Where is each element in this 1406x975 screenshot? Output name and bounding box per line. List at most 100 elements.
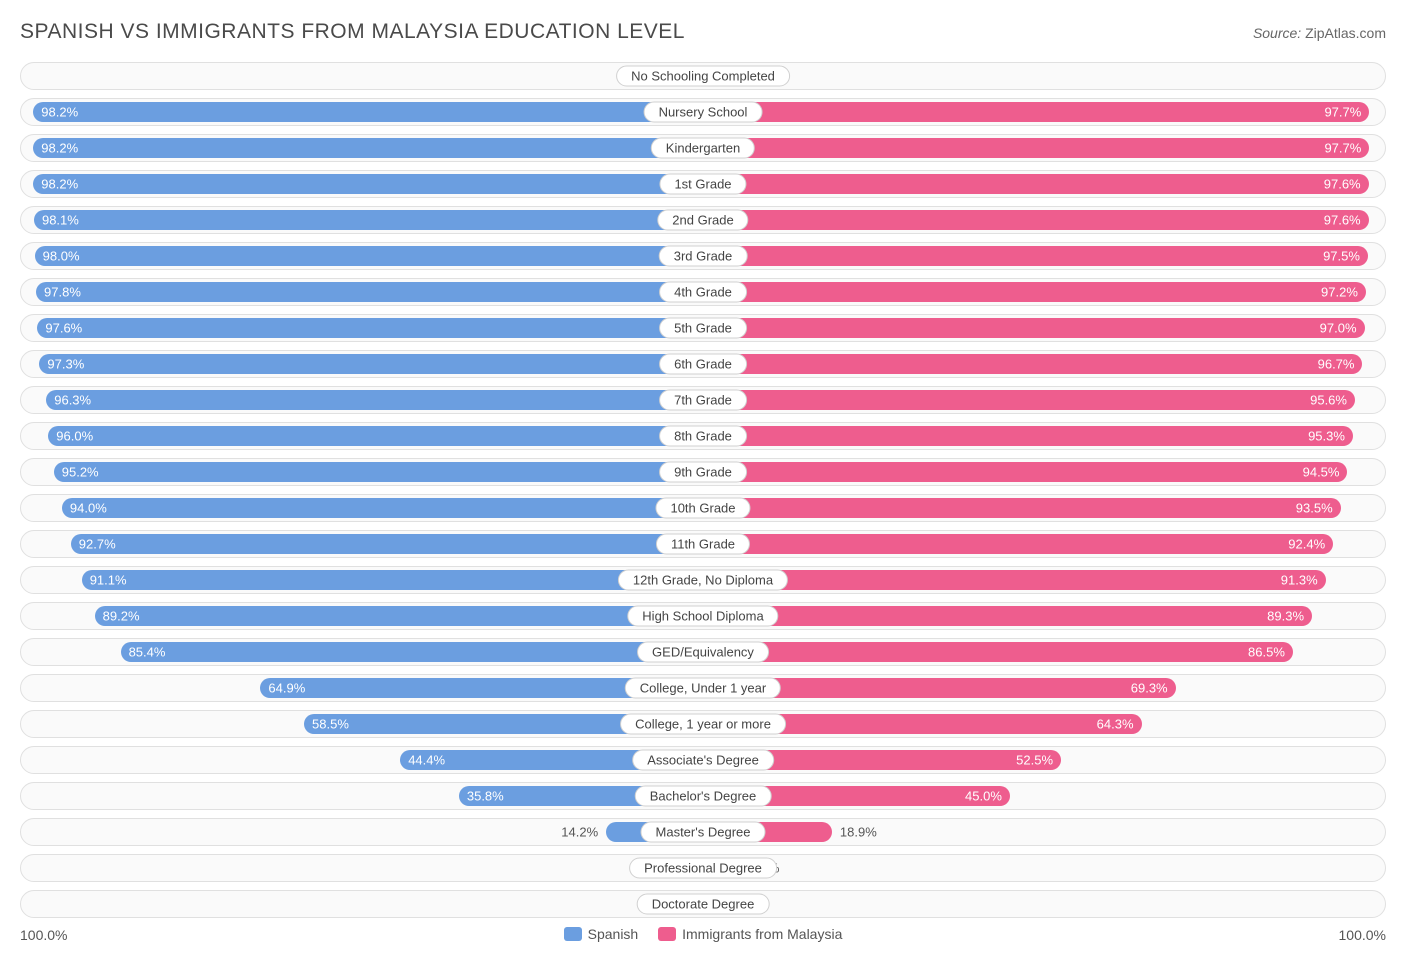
bar-left-value: 64.9% — [268, 681, 305, 696]
bar-left — [33, 102, 703, 122]
bar-right — [703, 462, 1347, 482]
bar-left-value: 44.4% — [408, 753, 445, 768]
bar-left — [48, 426, 703, 446]
category-label: High School Diploma — [627, 606, 778, 627]
bar-right — [703, 498, 1341, 518]
chart-source: Source: ZipAtlas.com — [1253, 25, 1386, 41]
bar-right-value: 94.5% — [1303, 465, 1340, 480]
bar-right — [703, 246, 1368, 266]
category-label: College, Under 1 year — [625, 678, 781, 699]
legend-label-right: Immigrants from Malaysia — [682, 926, 842, 942]
bar-right-value: 97.6% — [1324, 177, 1361, 192]
bar-right — [703, 210, 1369, 230]
bar-right-value: 96.7% — [1318, 357, 1355, 372]
bar-left-value: 14.2% — [561, 825, 598, 840]
bar-right — [703, 354, 1362, 374]
bar-right-value: 97.0% — [1320, 321, 1357, 336]
bar-right-value: 97.7% — [1324, 141, 1361, 156]
bar-right — [703, 606, 1312, 626]
source-label: Source: — [1253, 25, 1301, 41]
diverging-bar-chart: 1.9%2.3%No Schooling Completed 98.2% 97.7%… — [20, 62, 1386, 918]
bar-right-value: 18.9% — [840, 825, 877, 840]
category-label: 12th Grade, No Diploma — [618, 570, 788, 591]
bar-right-value: 97.2% — [1321, 285, 1358, 300]
category-label: 4th Grade — [659, 282, 747, 303]
category-label: 3rd Grade — [659, 246, 748, 267]
legend-swatch-right — [658, 927, 676, 941]
chart-footer: 100.0% Spanish Immigrants from Malaysia … — [20, 926, 1386, 944]
bar-left — [46, 390, 703, 410]
bar-left — [36, 282, 703, 302]
chart-row: 44.4% 52.5% Associate's Degree — [20, 746, 1386, 774]
bar-left-value: 98.1% — [42, 213, 79, 228]
bar-left — [54, 462, 703, 482]
category-label: 11th Grade — [656, 534, 750, 555]
bar-left — [121, 642, 703, 662]
legend-item-left: Spanish — [564, 926, 639, 942]
chart-row: 98.2% 97.7% Nursery School — [20, 98, 1386, 126]
bar-right-value: 52.5% — [1016, 753, 1053, 768]
chart-row: 95.2%94.5%9th Grade — [20, 458, 1386, 486]
bar-right — [703, 138, 1369, 158]
bar-left-value: 98.2% — [41, 177, 78, 192]
source-value: ZipAtlas.com — [1305, 25, 1386, 41]
bar-left — [33, 138, 703, 158]
category-label: GED/Equivalency — [637, 642, 769, 663]
bar-left — [37, 318, 703, 338]
category-label: 10th Grade — [655, 498, 750, 519]
bar-right-value: 86.5% — [1248, 645, 1285, 660]
bar-right-value: 91.3% — [1281, 573, 1318, 588]
bar-left — [62, 498, 703, 518]
chart-row: 98.1%97.6%2nd Grade — [20, 206, 1386, 234]
category-label: 5th Grade — [659, 318, 747, 339]
bar-right — [703, 174, 1369, 194]
category-label: Nursery School — [644, 102, 763, 123]
chart-row: 98.2% 97.7% Kindergarten — [20, 134, 1386, 162]
bar-left — [33, 174, 703, 194]
bar-right — [703, 426, 1353, 446]
bar-right — [703, 318, 1365, 338]
chart-row: 97.8%97.2%4th Grade — [20, 278, 1386, 306]
chart-row: 96.3%95.6%7th Grade — [20, 386, 1386, 414]
bar-right-value: 97.5% — [1323, 249, 1360, 264]
bar-left — [39, 354, 703, 374]
category-label: Master's Degree — [641, 822, 766, 843]
bar-right-value: 95.3% — [1308, 429, 1345, 444]
legend-item-right: Immigrants from Malaysia — [658, 926, 842, 942]
legend-label-left: Spanish — [588, 926, 639, 942]
chart-row: 97.3%96.7%6th Grade — [20, 350, 1386, 378]
bar-left-value: 35.8% — [467, 789, 504, 804]
axis-left-max: 100.0% — [20, 927, 67, 943]
bar-left-value: 91.1% — [90, 573, 127, 588]
bar-right — [703, 282, 1366, 302]
bar-left — [95, 606, 703, 626]
chart-row: 97.6%97.0%5th Grade — [20, 314, 1386, 342]
bar-left-value: 92.7% — [79, 537, 116, 552]
bar-left — [35, 246, 703, 266]
chart-row: 1.9%2.3%No Schooling Completed — [20, 62, 1386, 90]
category-label: Associate's Degree — [632, 750, 774, 771]
bar-left-value: 96.3% — [54, 393, 91, 408]
category-label: Bachelor's Degree — [635, 786, 772, 807]
category-label: 8th Grade — [659, 426, 747, 447]
bar-left — [34, 210, 703, 230]
bar-left-value: 98.2% — [41, 105, 78, 120]
chart-row: 1.8%2.6%Doctorate Degree — [20, 890, 1386, 918]
bar-left-value: 98.2% — [41, 141, 78, 156]
bar-right-value: 69.3% — [1131, 681, 1168, 696]
bar-right-value: 45.0% — [965, 789, 1002, 804]
chart-header: SPANISH VS IMMIGRANTS FROM MALAYSIA EDUC… — [20, 20, 1386, 44]
legend: Spanish Immigrants from Malaysia — [67, 926, 1338, 944]
category-label: 6th Grade — [659, 354, 747, 375]
category-label: 7th Grade — [659, 390, 747, 411]
bar-right-value: 89.3% — [1267, 609, 1304, 624]
chart-row: 64.9% 69.3% College, Under 1 year — [20, 674, 1386, 702]
bar-left — [71, 534, 703, 554]
bar-right-value: 97.7% — [1324, 105, 1361, 120]
category-label: Kindergarten — [651, 138, 755, 159]
chart-row: 94.0%93.5%10th Grade — [20, 494, 1386, 522]
chart-row: 14.2% 18.9% Master's Degree — [20, 818, 1386, 846]
bar-right — [703, 534, 1333, 554]
bar-right-value: 92.4% — [1288, 537, 1325, 552]
bar-right-value: 97.6% — [1324, 213, 1361, 228]
